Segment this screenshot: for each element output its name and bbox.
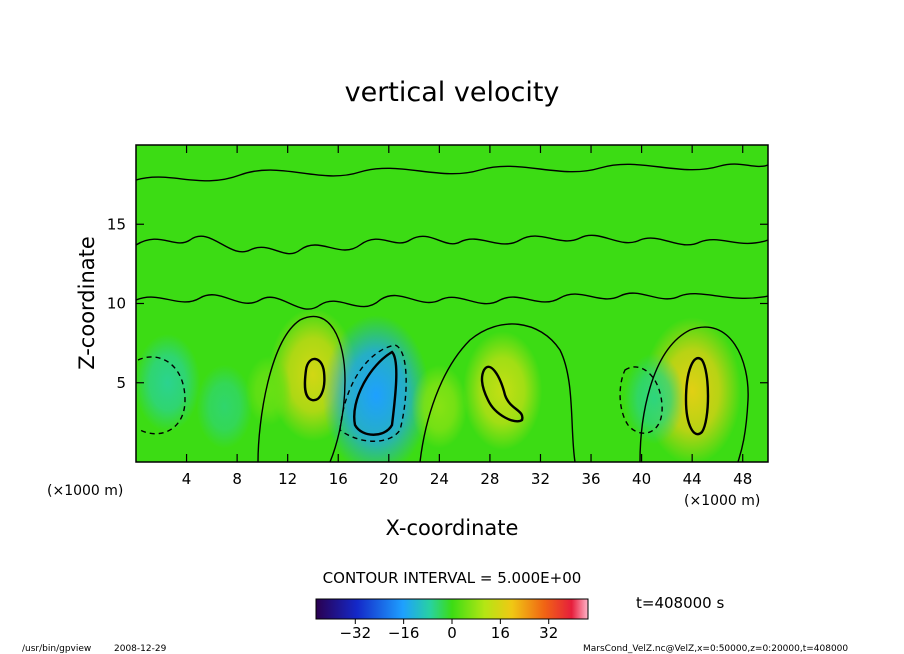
y-tick-label: 5 [116, 374, 126, 392]
x-tick-label: 24 [430, 470, 449, 488]
contour-line [419, 323, 576, 462]
y-axis-label: Z-coordinate [75, 236, 99, 370]
x-axis-ticks: 4 8 12 16 20 24 28 32 36 40 44 48 [182, 145, 752, 488]
y-axis-ticks: 5 10 15 [107, 215, 768, 392]
contour-interval-label: CONTOUR INTERVAL = 5.000E+00 [323, 569, 582, 587]
contour-line [480, 365, 524, 423]
field-feature [462, 331, 543, 451]
negative-contours [137, 344, 663, 442]
x-tick-label: 28 [480, 470, 499, 488]
y-axis-unit: (×1000 m) [47, 483, 123, 499]
x-tick-label: 48 [733, 470, 752, 488]
contour-line [136, 163, 768, 182]
field-feature [245, 355, 292, 426]
contour-line [136, 234, 768, 255]
x-tick-label: 8 [232, 470, 242, 488]
colorbar-tick-label: 16 [491, 624, 510, 642]
colorbar-tick-label: −32 [339, 624, 371, 642]
field-feature [196, 364, 253, 449]
x-tick-label: 12 [278, 470, 297, 488]
footer-program: /usr/bin/gpview [22, 644, 91, 654]
footer-date: 2008-12-29 [114, 644, 167, 654]
contour-line [353, 350, 398, 436]
x-tick-label: 16 [329, 470, 348, 488]
x-tick-label: 20 [379, 470, 398, 488]
contour-line [339, 344, 407, 442]
field-feature [411, 364, 468, 449]
x-tick-label: 44 [683, 470, 702, 488]
field-feature [322, 314, 430, 462]
chart-title: vertical velocity [345, 77, 560, 108]
x-axis-unit: (×1000 m) [684, 493, 760, 509]
colorbar-ticks: −32 −16 0 16 32 [339, 619, 558, 642]
y-tick-label: 15 [107, 215, 126, 233]
time-label: t=408000 s [636, 594, 724, 612]
x-tick-label: 36 [581, 470, 600, 488]
strong-contours [303, 350, 710, 436]
field-feature [136, 333, 201, 432]
colorbar-tick-label: 32 [539, 624, 558, 642]
contour-line [639, 326, 749, 462]
colorbar-tick-label: −16 [388, 624, 420, 642]
contour-line [684, 356, 710, 436]
field-feature [624, 353, 685, 444]
x-axis-label: X-coordinate [386, 516, 519, 540]
colorbar [315, 598, 589, 620]
contour-line [137, 356, 186, 435]
x-tick-label: 32 [531, 470, 550, 488]
colorbar-tick-label: 0 [447, 624, 457, 642]
footer-source: MarsCond_VelZ.nc@VelZ,x=0:50000,z=0:2000… [583, 644, 848, 654]
x-tick-label: 4 [182, 470, 192, 488]
y-tick-label: 10 [107, 295, 126, 313]
x-tick-label: 40 [632, 470, 651, 488]
contour-line [303, 357, 326, 402]
contour-line [136, 292, 768, 310]
plot-area [136, 145, 768, 462]
